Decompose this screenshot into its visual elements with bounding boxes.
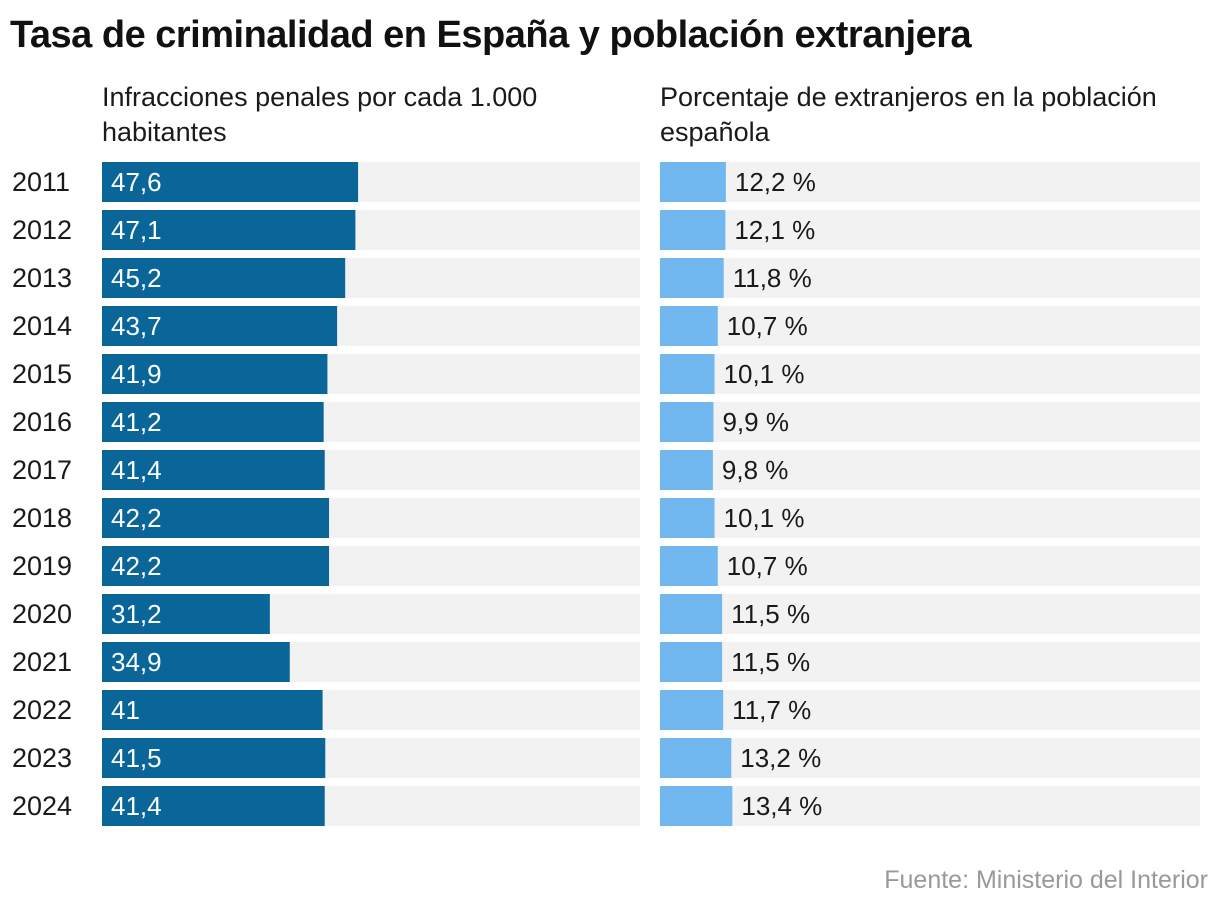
bar-track <box>660 498 1200 538</box>
year-label: 2013 <box>12 263 72 293</box>
bar-track <box>660 402 1200 442</box>
foreign-population-value-label: 9,9 % <box>722 407 789 437</box>
foreign-population-bar <box>660 402 714 442</box>
crime-rate-value-label: 43,7 <box>111 311 162 341</box>
foreign-population-bar <box>660 690 724 730</box>
foreign-population-value-label: 11,8 % <box>733 263 812 293</box>
crime-rate-bar <box>102 258 346 298</box>
year-label: 2020 <box>12 599 72 629</box>
bar-track <box>660 690 1200 730</box>
foreign-population-bar <box>660 498 715 538</box>
crime-rate-bar <box>102 594 270 634</box>
foreign-population-bar <box>660 210 726 250</box>
foreign-population-value-label: 12,1 % <box>734 215 815 245</box>
year-label: 2019 <box>12 551 72 581</box>
crime-rate-value-label: 41,4 <box>111 791 162 821</box>
foreign-population-bar <box>660 258 724 298</box>
foreign-population-bar <box>660 642 723 682</box>
source-note: Fuente: Ministerio del Interior <box>884 866 1208 894</box>
crime-rate-value-label: 41,4 <box>111 455 162 485</box>
foreign-population-bar <box>660 450 713 490</box>
bar-track <box>660 210 1200 250</box>
foreign-population-value-label: 12,2 % <box>735 167 816 197</box>
crime-rate-bar <box>102 306 338 346</box>
crime-rate-value-label: 34,9 <box>111 647 162 677</box>
crime-rate-bar <box>102 354 328 394</box>
year-label: 2015 <box>12 359 72 389</box>
foreign-population-bar <box>660 546 718 586</box>
foreign-population-value-label: 11,7 % <box>732 695 811 725</box>
foreign-population-bar <box>660 594 723 634</box>
crime-rate-bar <box>102 498 330 538</box>
bar-track <box>660 354 1200 394</box>
foreign-population-value-label: 10,1 % <box>724 503 805 533</box>
bar-track <box>660 450 1200 490</box>
bar-track <box>660 642 1200 682</box>
crime-rate-bar <box>102 690 323 730</box>
year-label: 2021 <box>12 647 72 677</box>
year-label: 2014 <box>12 311 72 341</box>
foreign-population-value-label: 9,8 % <box>722 455 789 485</box>
crime-rate-bar <box>102 786 325 826</box>
crime-rate-value-label: 41,2 <box>111 407 162 437</box>
foreign-population-value-label: 13,2 % <box>740 743 821 773</box>
year-label: 2011 <box>12 167 70 197</box>
crime-rate-value-label: 47,6 <box>111 167 162 197</box>
foreign-population-value-label: 11,5 % <box>731 647 810 677</box>
bar-track <box>660 594 1200 634</box>
foreign-population-value-label: 11,5 % <box>731 599 810 629</box>
year-label: 2022 <box>12 695 72 725</box>
bar-track <box>660 306 1200 346</box>
right-panel-title: Porcentaje de extranjeros en la població… <box>660 82 1157 147</box>
crime-rate-value-label: 45,2 <box>111 263 162 293</box>
foreign-population-value-label: 10,1 % <box>724 359 805 389</box>
foreign-population-bar <box>660 786 733 826</box>
foreign-population-bar <box>660 738 732 778</box>
bar-track <box>660 786 1200 826</box>
foreign-population-bar <box>660 306 718 346</box>
year-label: 2012 <box>12 215 72 245</box>
crime-rate-bar <box>102 402 324 442</box>
crime-rate-bar <box>102 642 290 682</box>
foreign-population-bar <box>660 162 726 202</box>
crime-rate-bar <box>102 162 359 202</box>
bar-track <box>660 546 1200 586</box>
crime-rate-value-label: 42,2 <box>111 551 162 581</box>
crime-rate-value-label: 41,9 <box>111 359 162 389</box>
crime-rate-value-label: 41 <box>111 695 140 725</box>
year-label: 2017 <box>12 455 72 485</box>
foreign-population-bar <box>660 354 715 394</box>
crime-rate-bar <box>102 546 330 586</box>
foreign-population-value-label: 10,7 % <box>727 551 808 581</box>
year-label: 2018 <box>12 503 72 533</box>
crime-rate-value-label: 41,5 <box>111 743 162 773</box>
foreign-population-value-label: 10,7 % <box>727 311 808 341</box>
left-panel-title: Infracciones penales por cada 1.000 habi… <box>102 82 538 147</box>
crime-rate-value-label: 47,1 <box>111 215 162 245</box>
year-label: 2024 <box>12 791 72 821</box>
crime-rate-bar <box>102 210 356 250</box>
chart-title: Tasa de criminalidad en España y poblaci… <box>10 14 972 56</box>
foreign-population-value-label: 13,4 % <box>741 791 822 821</box>
bar-track <box>660 258 1200 298</box>
crime-rate-value-label: 31,2 <box>111 599 162 629</box>
crime-rate-bar <box>102 450 325 490</box>
bar-track <box>660 162 1200 202</box>
year-label: 2023 <box>12 743 72 773</box>
bar-track <box>660 738 1200 778</box>
crime-rate-value-label: 42,2 <box>111 503 162 533</box>
year-label: 2016 <box>12 407 72 437</box>
crime-rate-bar <box>102 738 326 778</box>
